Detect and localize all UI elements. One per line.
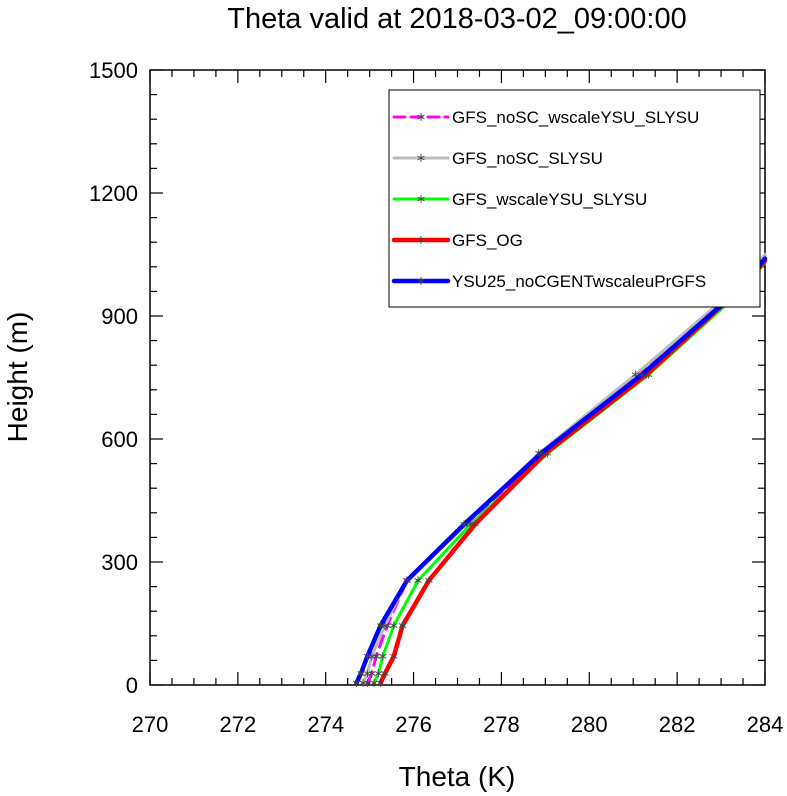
y-tick-label: 900 bbox=[101, 304, 138, 329]
data-point-marker bbox=[460, 520, 468, 529]
data-point-marker bbox=[376, 621, 385, 630]
data-point-marker bbox=[363, 669, 372, 678]
data-point-marker bbox=[398, 621, 407, 630]
data-point-marker bbox=[357, 669, 365, 678]
x-tick-label: 274 bbox=[307, 712, 344, 737]
y-tick-label: 300 bbox=[101, 550, 138, 575]
y-tick-label: 1200 bbox=[89, 181, 138, 206]
chart-title: Theta valid at 2018-03-02_09:00:00 bbox=[227, 3, 687, 35]
legend-label: GFS_OG bbox=[452, 231, 523, 250]
data-point-marker bbox=[414, 576, 422, 585]
y-tick-label: 1500 bbox=[89, 58, 138, 83]
data-point-marker bbox=[376, 678, 385, 687]
legend-label: GFS_wscaleYSU_SLYSU bbox=[452, 190, 647, 209]
data-point-marker bbox=[425, 576, 433, 585]
x-tick-label: 280 bbox=[571, 712, 608, 737]
data-point-marker bbox=[638, 370, 646, 379]
data-point-marker bbox=[471, 520, 479, 529]
data-point-marker bbox=[417, 195, 425, 203]
data-point-marker bbox=[417, 236, 425, 244]
legend-label: GFS_noSC_wscaleYSU_SLYSU bbox=[452, 108, 699, 127]
x-tick-labels: 270 272 274 276 278 280 282 284 bbox=[132, 712, 784, 737]
legend-entry: GFS_wscaleYSU_SLYSU bbox=[392, 190, 647, 209]
x-tick-label: 284 bbox=[747, 712, 784, 737]
legend-entry: GFS_noSC_SLYSU bbox=[392, 149, 603, 168]
data-point-marker bbox=[379, 652, 387, 661]
data-point-marker bbox=[403, 576, 411, 585]
data-point-marker bbox=[417, 154, 425, 162]
x-tick-label: 272 bbox=[219, 712, 256, 737]
x-axis-title: Theta (K) bbox=[399, 761, 516, 792]
data-point-marker bbox=[370, 678, 378, 687]
data-point-marker bbox=[417, 277, 425, 285]
data-point-marker bbox=[374, 669, 383, 678]
series-ysu25-nocgentwscaleuprgfs bbox=[352, 256, 768, 687]
y-tick-label: 0 bbox=[126, 673, 138, 698]
x-tick-label: 278 bbox=[483, 712, 520, 737]
y-axis-title: Height (m) bbox=[2, 312, 33, 443]
data-point-marker bbox=[359, 678, 367, 687]
data-point-marker bbox=[417, 113, 425, 121]
series-gfs-og bbox=[376, 258, 768, 687]
legend-entry: GFS_OG bbox=[391, 231, 523, 250]
data-point-marker bbox=[390, 621, 398, 630]
x-tick-label: 270 bbox=[132, 712, 169, 737]
series-line bbox=[378, 258, 768, 686]
legend-entry: YSU25_noCGENTwscaleuPrGFS bbox=[391, 272, 706, 291]
series-line bbox=[354, 256, 768, 686]
y-tick-label: 600 bbox=[101, 427, 138, 452]
data-point-marker bbox=[390, 652, 398, 661]
data-point-marker bbox=[381, 669, 389, 678]
series-gfs-wscaleysu-slysu bbox=[370, 261, 767, 687]
legend-label: GFS_noSC_SLYSU bbox=[452, 149, 603, 168]
data-point-marker bbox=[363, 652, 372, 661]
series-group bbox=[352, 253, 768, 687]
x-tick-label: 282 bbox=[659, 712, 696, 737]
legend-entry: GFS_noSC_wscaleYSU_SLYSU bbox=[392, 108, 699, 127]
legend: GFS_noSC_wscaleYSU_SLYSU GFS_noSC_SLYSU GF… bbox=[388, 89, 761, 308]
x-tick-label: 276 bbox=[395, 712, 432, 737]
legend-box bbox=[388, 89, 761, 308]
legend-label: YSU25_noCGENTwscaleuPrGFS bbox=[452, 272, 706, 291]
series-line bbox=[372, 261, 767, 685]
data-point-marker bbox=[537, 449, 545, 458]
y-tick-labels: 0 300 600 900 1200 1500 bbox=[89, 58, 138, 698]
data-point-marker bbox=[352, 678, 361, 687]
